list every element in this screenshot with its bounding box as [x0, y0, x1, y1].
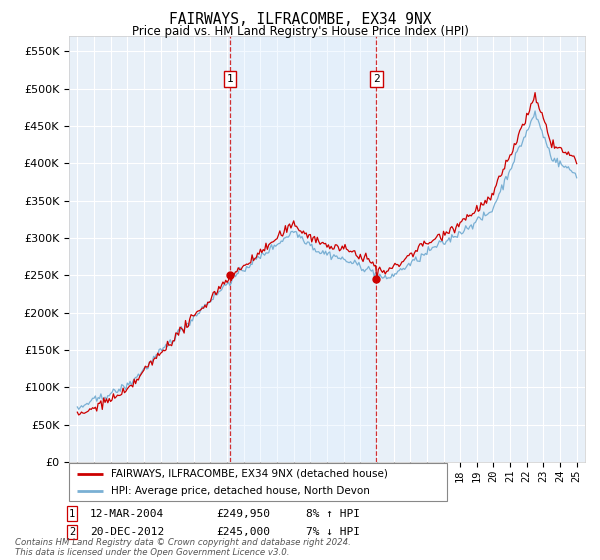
Text: 20-DEC-2012: 20-DEC-2012	[90, 527, 164, 537]
Text: 12-MAR-2004: 12-MAR-2004	[90, 508, 164, 519]
Text: 8% ↑ HPI: 8% ↑ HPI	[306, 508, 360, 519]
FancyBboxPatch shape	[69, 463, 447, 501]
Text: 1: 1	[69, 508, 75, 519]
Text: FAIRWAYS, ILFRACOMBE, EX34 9NX: FAIRWAYS, ILFRACOMBE, EX34 9NX	[169, 12, 431, 27]
Text: £249,950: £249,950	[216, 508, 270, 519]
Text: £245,000: £245,000	[216, 527, 270, 537]
Bar	[230, 36, 376, 462]
Text: HPI: Average price, detached house, North Devon: HPI: Average price, detached house, Nort…	[110, 486, 370, 496]
Text: 2: 2	[69, 527, 75, 537]
Text: 7% ↓ HPI: 7% ↓ HPI	[306, 527, 360, 537]
Text: 1: 1	[227, 74, 233, 84]
Text: Contains HM Land Registry data © Crown copyright and database right 2024.
This d: Contains HM Land Registry data © Crown c…	[15, 538, 351, 557]
Text: Price paid vs. HM Land Registry's House Price Index (HPI): Price paid vs. HM Land Registry's House …	[131, 25, 469, 38]
Text: 2: 2	[373, 74, 380, 84]
Text: FAIRWAYS, ILFRACOMBE, EX34 9NX (detached house): FAIRWAYS, ILFRACOMBE, EX34 9NX (detached…	[110, 469, 388, 479]
